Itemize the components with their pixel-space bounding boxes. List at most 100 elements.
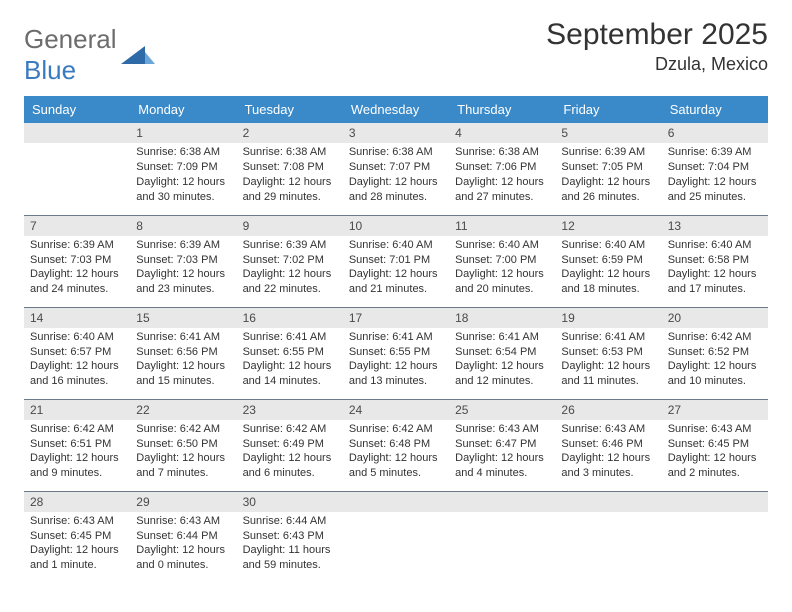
day-info-line: Sunset: 7:09 PM [136, 160, 230, 175]
day-data: Sunrise: 6:41 AMSunset: 6:53 PMDaylight:… [555, 328, 661, 393]
day-info-line: Sunset: 6:55 PM [349, 345, 443, 360]
day-info-line: Sunset: 7:08 PM [243, 160, 337, 175]
day-info-line: Daylight: 12 hours and 13 minutes. [349, 359, 443, 389]
day-data [555, 512, 661, 518]
day-info-line: Daylight: 12 hours and 9 minutes. [30, 451, 124, 481]
day-info-line: Sunset: 7:01 PM [349, 253, 443, 268]
day-data: Sunrise: 6:43 AMSunset: 6:45 PMDaylight:… [662, 420, 768, 485]
day-info-line: Daylight: 11 hours and 59 minutes. [243, 543, 337, 573]
day-info-line: Daylight: 12 hours and 6 minutes. [243, 451, 337, 481]
day-info-line: Sunrise: 6:41 AM [349, 330, 443, 345]
day-info-line: Daylight: 12 hours and 27 minutes. [455, 175, 549, 205]
day-info-line: Daylight: 12 hours and 29 minutes. [243, 175, 337, 205]
day-data: Sunrise: 6:42 AMSunset: 6:48 PMDaylight:… [343, 420, 449, 485]
day-info-line: Daylight: 12 hours and 4 minutes. [455, 451, 549, 481]
calendar-day-cell: 3Sunrise: 6:38 AMSunset: 7:07 PMDaylight… [343, 123, 449, 215]
day-info-line: Daylight: 12 hours and 11 minutes. [561, 359, 655, 389]
day-info-line: Daylight: 12 hours and 16 minutes. [30, 359, 124, 389]
logo-part1: General [24, 24, 117, 54]
calendar-day-cell: 16Sunrise: 6:41 AMSunset: 6:55 PMDayligh… [237, 307, 343, 399]
day-number: 4 [449, 123, 555, 143]
day-number: 21 [24, 400, 130, 420]
calendar-page: General Blue September 2025 Dzula, Mexic… [0, 0, 792, 601]
logo-text: General Blue [24, 24, 117, 86]
calendar-table: SundayMondayTuesdayWednesdayThursdayFrid… [24, 96, 768, 583]
day-number: 22 [130, 400, 236, 420]
day-data: Sunrise: 6:38 AMSunset: 7:07 PMDaylight:… [343, 143, 449, 208]
day-data: Sunrise: 6:42 AMSunset: 6:50 PMDaylight:… [130, 420, 236, 485]
day-info-line: Daylight: 12 hours and 24 minutes. [30, 267, 124, 297]
day-info-line: Sunrise: 6:42 AM [136, 422, 230, 437]
day-info-line: Daylight: 12 hours and 25 minutes. [668, 175, 762, 205]
day-data: Sunrise: 6:42 AMSunset: 6:49 PMDaylight:… [237, 420, 343, 485]
day-info-line: Daylight: 12 hours and 21 minutes. [349, 267, 443, 297]
day-info-line: Sunrise: 6:41 AM [455, 330, 549, 345]
day-data [343, 512, 449, 518]
day-number: 25 [449, 400, 555, 420]
day-number [555, 492, 661, 512]
day-number: 6 [662, 123, 768, 143]
day-info-line: Sunrise: 6:40 AM [455, 238, 549, 253]
day-info-line: Daylight: 12 hours and 0 minutes. [136, 543, 230, 573]
day-info-line: Sunset: 6:53 PM [561, 345, 655, 360]
day-info-line: Daylight: 12 hours and 15 minutes. [136, 359, 230, 389]
day-data: Sunrise: 6:43 AMSunset: 6:45 PMDaylight:… [24, 512, 130, 577]
day-data [662, 512, 768, 518]
day-data: Sunrise: 6:43 AMSunset: 6:44 PMDaylight:… [130, 512, 236, 577]
calendar-day-cell: 18Sunrise: 6:41 AMSunset: 6:54 PMDayligh… [449, 307, 555, 399]
day-info-line: Daylight: 12 hours and 3 minutes. [561, 451, 655, 481]
day-number: 30 [237, 492, 343, 512]
day-data: Sunrise: 6:41 AMSunset: 6:55 PMDaylight:… [343, 328, 449, 393]
calendar-day-cell [24, 123, 130, 215]
day-of-week-header: Monday [130, 96, 236, 123]
day-number: 26 [555, 400, 661, 420]
day-data: Sunrise: 6:43 AMSunset: 6:47 PMDaylight:… [449, 420, 555, 485]
day-info-line: Daylight: 12 hours and 18 minutes. [561, 267, 655, 297]
day-info-line: Sunrise: 6:39 AM [668, 145, 762, 160]
day-number: 8 [130, 216, 236, 236]
day-info-line: Daylight: 12 hours and 30 minutes. [136, 175, 230, 205]
day-number: 14 [24, 308, 130, 328]
day-info-line: Sunset: 6:47 PM [455, 437, 549, 452]
calendar-body: 1Sunrise: 6:38 AMSunset: 7:09 PMDaylight… [24, 123, 768, 583]
calendar-day-cell [662, 491, 768, 583]
calendar-day-cell: 15Sunrise: 6:41 AMSunset: 6:56 PMDayligh… [130, 307, 236, 399]
calendar-day-cell [449, 491, 555, 583]
day-data: Sunrise: 6:40 AMSunset: 6:57 PMDaylight:… [24, 328, 130, 393]
day-info-line: Sunrise: 6:43 AM [561, 422, 655, 437]
day-info-line: Daylight: 12 hours and 14 minutes. [243, 359, 337, 389]
day-data: Sunrise: 6:43 AMSunset: 6:46 PMDaylight:… [555, 420, 661, 485]
day-data: Sunrise: 6:41 AMSunset: 6:55 PMDaylight:… [237, 328, 343, 393]
days-of-week-row: SundayMondayTuesdayWednesdayThursdayFrid… [24, 96, 768, 123]
day-info-line: Sunrise: 6:42 AM [243, 422, 337, 437]
day-info-line: Sunrise: 6:39 AM [561, 145, 655, 160]
day-info-line: Daylight: 12 hours and 1 minute. [30, 543, 124, 573]
day-info-line: Sunrise: 6:38 AM [243, 145, 337, 160]
day-number [662, 492, 768, 512]
calendar-day-cell: 30Sunrise: 6:44 AMSunset: 6:43 PMDayligh… [237, 491, 343, 583]
calendar-week-row: 7Sunrise: 6:39 AMSunset: 7:03 PMDaylight… [24, 215, 768, 307]
day-info-line: Daylight: 12 hours and 12 minutes. [455, 359, 549, 389]
day-data: Sunrise: 6:44 AMSunset: 6:43 PMDaylight:… [237, 512, 343, 577]
day-info-line: Sunset: 7:04 PM [668, 160, 762, 175]
calendar-day-cell: 22Sunrise: 6:42 AMSunset: 6:50 PMDayligh… [130, 399, 236, 491]
day-info-line: Sunset: 6:51 PM [30, 437, 124, 452]
calendar-day-cell: 10Sunrise: 6:40 AMSunset: 7:01 PMDayligh… [343, 215, 449, 307]
day-info-line: Sunrise: 6:41 AM [561, 330, 655, 345]
day-data: Sunrise: 6:39 AMSunset: 7:03 PMDaylight:… [130, 236, 236, 301]
day-info-line: Sunset: 6:58 PM [668, 253, 762, 268]
day-of-week-header: Friday [555, 96, 661, 123]
calendar-day-cell: 27Sunrise: 6:43 AMSunset: 6:45 PMDayligh… [662, 399, 768, 491]
day-info-line: Sunrise: 6:44 AM [243, 514, 337, 529]
day-data: Sunrise: 6:41 AMSunset: 6:56 PMDaylight:… [130, 328, 236, 393]
calendar-day-cell: 9Sunrise: 6:39 AMSunset: 7:02 PMDaylight… [237, 215, 343, 307]
day-of-week-header: Saturday [662, 96, 768, 123]
day-info-line: Sunset: 6:43 PM [243, 529, 337, 544]
calendar-week-row: 14Sunrise: 6:40 AMSunset: 6:57 PMDayligh… [24, 307, 768, 399]
day-data: Sunrise: 6:42 AMSunset: 6:52 PMDaylight:… [662, 328, 768, 393]
calendar-day-cell [555, 491, 661, 583]
day-info-line: Sunset: 6:59 PM [561, 253, 655, 268]
calendar-day-cell: 26Sunrise: 6:43 AMSunset: 6:46 PMDayligh… [555, 399, 661, 491]
day-number: 19 [555, 308, 661, 328]
day-number: 7 [24, 216, 130, 236]
